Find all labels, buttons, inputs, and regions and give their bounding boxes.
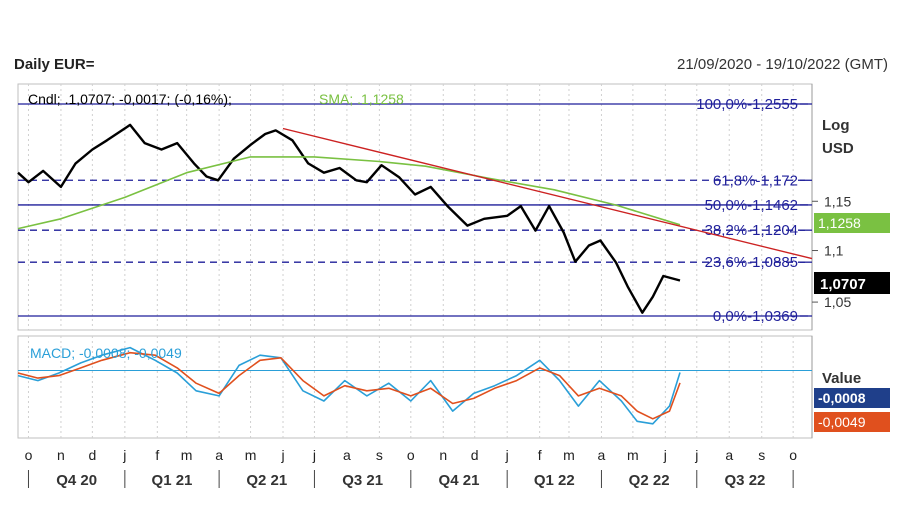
price-panel-frame: [17, 83, 813, 331]
month-tick-label: f: [155, 447, 159, 463]
quarter-label: Q1 22: [534, 472, 575, 489]
quarter-label: Q3 21: [342, 472, 383, 489]
price-value-badge: [814, 272, 890, 294]
month-tick-label: j: [280, 447, 284, 463]
macd-axis-title: Value: [822, 370, 861, 387]
quarter-label: Q2 22: [629, 472, 670, 489]
month-tick-label: o: [407, 447, 415, 463]
macd-legend: MACD; -0,0008; -0,0049: [30, 345, 182, 361]
candle-legend: Cndl; .1,0707; -0,0017; (-0,16%);: [28, 91, 232, 107]
quarter-label: Q1 21: [152, 472, 193, 489]
month-tick-label: o: [25, 447, 33, 463]
fibonacci-level-label: 0,0%-1,0369: [713, 308, 798, 325]
month-tick-label: j: [505, 447, 509, 463]
month-tick-label: d: [471, 447, 479, 463]
price-axis-unit: USD: [822, 140, 854, 157]
month-tick-label: a: [598, 447, 606, 463]
month-tick-label: s: [376, 447, 383, 463]
quarter-label: Q4 21: [439, 472, 480, 489]
sma-legend: SMA; .1,1258: [319, 91, 404, 107]
signal-value-badge: [814, 412, 890, 432]
signal-series: [17, 351, 681, 420]
fibonacci-level-label: 61,8%-1,172: [713, 172, 798, 189]
sma-series: [17, 156, 681, 230]
quarter-label: Q4 20: [56, 472, 97, 489]
price-axis-tick-label: 1,15: [824, 193, 851, 209]
month-tick-label: n: [439, 447, 447, 463]
month-tick-label: j: [694, 447, 698, 463]
price-value-label: 1,0707: [820, 276, 866, 293]
month-tick-label: m: [245, 447, 257, 463]
fibonacci-level-label: 38,2%-1,1204: [705, 222, 798, 239]
month-tick-label: m: [563, 447, 575, 463]
price-axis-tick-label: 1,1: [824, 243, 844, 259]
fibonacci-level-label: 50,0%-1,1462: [705, 197, 798, 214]
price-axis-title: Log: [822, 117, 850, 134]
month-tick-label: m: [627, 447, 639, 463]
trendline: [282, 127, 813, 260]
fibonacci-level-label: 100,0%-1,2555: [696, 96, 798, 113]
macd-series: [17, 346, 681, 425]
price-candle-series: [17, 123, 681, 314]
quarter-label: Q3 22: [725, 472, 766, 489]
fibonacci-level-label: 23,6%-1,0885: [705, 254, 798, 271]
date-range: 21/09/2020 - 19/10/2022 (GMT): [677, 56, 888, 73]
month-tick-label: a: [215, 447, 223, 463]
month-tick-label: s: [758, 447, 765, 463]
macd-value-label: -0,0008: [818, 390, 866, 406]
month-tick-label: j: [663, 447, 667, 463]
month-tick-label: j: [312, 447, 316, 463]
month-tick-label: o: [789, 447, 797, 463]
macd-value-badge: [814, 388, 890, 408]
signal-value-label: -0,0049: [818, 414, 866, 430]
quarter-label: Q2 21: [246, 472, 287, 489]
sma-value-label: 1,1258: [818, 215, 861, 231]
chart-title: Daily EUR=: [14, 56, 95, 73]
price-axis-tick-label: 1,05: [824, 294, 851, 310]
month-tick-label: j: [122, 447, 126, 463]
month-tick-label: f: [538, 447, 542, 463]
month-tick-label: n: [57, 447, 65, 463]
month-tick-label: d: [88, 447, 96, 463]
month-tick-label: a: [343, 447, 351, 463]
sma-value-badge: [814, 213, 890, 233]
month-tick-label: a: [725, 447, 733, 463]
month-tick-label: m: [181, 447, 193, 463]
